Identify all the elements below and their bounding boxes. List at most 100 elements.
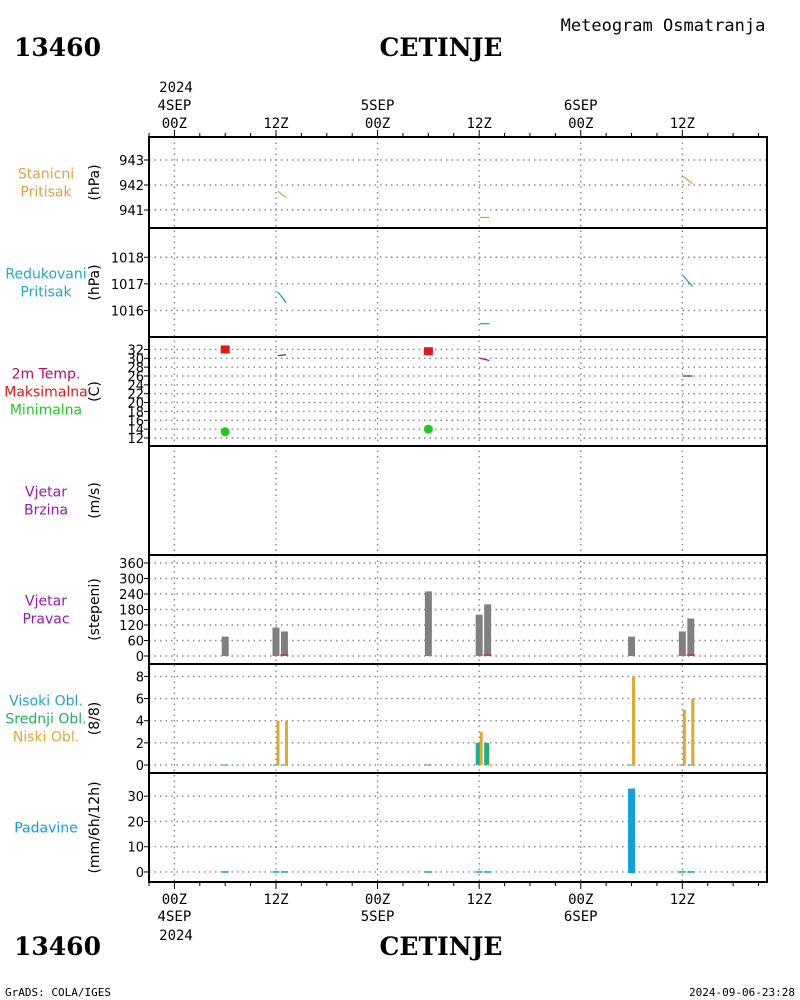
frame-layer bbox=[144, 130, 768, 889]
bottom-hour-label: 00Z bbox=[365, 892, 390, 908]
precipitation-bar bbox=[628, 788, 636, 873]
y-tick-label: 12 bbox=[127, 432, 144, 447]
min-temp-marker bbox=[423, 424, 433, 434]
y-tick-label: 16 bbox=[127, 414, 144, 429]
y-tick-label: 4 bbox=[136, 715, 144, 730]
panel-label: Stanicni bbox=[18, 167, 74, 183]
wind-direction-bar bbox=[272, 627, 280, 656]
pressure-line-segment bbox=[277, 291, 287, 303]
top-right-title: Meteogram Osmatranja bbox=[561, 16, 766, 36]
grid-layer bbox=[149, 137, 767, 882]
year-label-top: 2024 bbox=[159, 80, 193, 96]
temp-line-segment bbox=[277, 354, 287, 357]
cloud-cover-bar bbox=[486, 742, 490, 765]
cloud-cover-bar bbox=[284, 720, 288, 765]
wind-direction-bar bbox=[475, 614, 483, 656]
cloud-cover-bar bbox=[484, 742, 488, 765]
bottom-hour-label: 12Z bbox=[263, 892, 288, 908]
text-layer: Meteogram Osmatranja 13460 CETINJE 13460… bbox=[4, 16, 795, 999]
temp-line-segment bbox=[479, 357, 490, 362]
data-layer bbox=[220, 175, 695, 873]
y-tick-label: 300 bbox=[119, 573, 144, 588]
min-temp-marker bbox=[220, 427, 230, 437]
panel-label: Maksimalna bbox=[4, 385, 88, 401]
bottom-hour-label: 12Z bbox=[467, 892, 492, 908]
top-hour-label: 12Z bbox=[467, 116, 492, 132]
station-name-bottom: CETINJE bbox=[380, 932, 503, 961]
cloud-cover-bar bbox=[682, 709, 686, 765]
wind-direction-bar bbox=[678, 631, 686, 656]
y-tick-label: 26 bbox=[127, 370, 144, 385]
panel-label: Vjetar bbox=[25, 594, 67, 610]
y-tick-label: 360 bbox=[119, 557, 144, 572]
top-hour-label: 00Z bbox=[162, 116, 187, 132]
y-tick-label: 1018 bbox=[111, 251, 144, 266]
y-tick-label: 6 bbox=[136, 693, 144, 708]
y-tick-label: 0 bbox=[136, 650, 144, 665]
max-temp-marker bbox=[423, 347, 433, 356]
wind-direction-bar bbox=[424, 591, 432, 656]
wind-direction-bar bbox=[687, 618, 695, 656]
panel-label: Minimalna bbox=[10, 403, 82, 419]
top-date-label: 6SEP bbox=[564, 98, 598, 114]
y-tick-label: 22 bbox=[127, 388, 144, 403]
bottom-date-label: 4SEP bbox=[158, 909, 192, 925]
y-tick-label: 18 bbox=[127, 405, 144, 420]
max-temp-marker bbox=[220, 345, 230, 354]
cloud-cover-bar bbox=[475, 742, 479, 765]
top-date-label: 4SEP bbox=[158, 98, 192, 114]
y-tick-label: 30 bbox=[127, 352, 144, 367]
bottom-hour-label: 12Z bbox=[670, 892, 695, 908]
cloud-cover-bar bbox=[632, 676, 636, 765]
wind-direction-bar bbox=[628, 636, 636, 656]
panel-label: Brzina bbox=[24, 503, 68, 519]
y-tick-label: 0 bbox=[136, 866, 144, 881]
bottom-date-label: 6SEP bbox=[564, 909, 598, 925]
y-tick-label: 180 bbox=[119, 604, 144, 619]
y-tick-label: 30 bbox=[127, 790, 144, 805]
y-axis-label: (mm/6h/12h) bbox=[87, 781, 103, 873]
y-tick-label: 943 bbox=[119, 154, 144, 169]
panel-frame-vjetar-brzina bbox=[148, 445, 768, 556]
station-id-bottom: 13460 bbox=[14, 932, 101, 961]
y-axis-label: (hPa) bbox=[87, 164, 103, 200]
footer-timestamp: 2024-09-06-23:28 bbox=[689, 986, 795, 999]
cloud-cover-bar bbox=[479, 731, 483, 765]
wind-direction-bar bbox=[221, 636, 229, 656]
panel-label: Srednji Obl. bbox=[5, 712, 86, 728]
y-axis-label: (8/8) bbox=[87, 702, 103, 735]
panel-frame-redukovani-pritisak bbox=[148, 227, 768, 338]
panel-frame-oblacnost bbox=[148, 663, 768, 774]
y-tick-label: 20 bbox=[127, 815, 144, 830]
panel-label: Pritisak bbox=[20, 285, 72, 301]
y-tick-label: 240 bbox=[119, 588, 144, 603]
y-tick-label: 2 bbox=[136, 737, 144, 752]
top-hour-label: 12Z bbox=[670, 116, 695, 132]
y-tick-label: 941 bbox=[119, 204, 144, 219]
y-tick-label: 32 bbox=[127, 343, 144, 358]
top-hour-label: 00Z bbox=[365, 116, 390, 132]
top-hour-label: 00Z bbox=[568, 116, 593, 132]
bottom-hour-label: 00Z bbox=[568, 892, 593, 908]
panel-frame-padavine bbox=[148, 772, 768, 883]
cloud-cover-bar bbox=[477, 742, 481, 765]
panel-label: 2m Temp. bbox=[12, 367, 81, 383]
bottom-date-label: 5SEP bbox=[361, 909, 395, 925]
y-tick-label: 60 bbox=[127, 635, 144, 650]
y-tick-label: 14 bbox=[127, 423, 144, 438]
year-label-bottom: 2024 bbox=[159, 928, 193, 944]
y-tick-label: 1017 bbox=[111, 278, 144, 293]
y-axis-label: (stepeni) bbox=[87, 578, 103, 641]
y-tick-label: 28 bbox=[127, 361, 144, 376]
y-tick-label: 120 bbox=[119, 619, 144, 634]
y-tick-label: 0 bbox=[136, 759, 144, 774]
panel-frame-stanicni-pritisak bbox=[148, 136, 768, 229]
panel-label: Pritisak bbox=[20, 185, 72, 201]
panel-label: Pravac bbox=[22, 612, 69, 628]
cloud-cover-bar bbox=[691, 698, 695, 765]
top-date-label: 5SEP bbox=[361, 98, 395, 114]
y-tick-label: 1016 bbox=[111, 304, 144, 319]
y-axis-label: (m/s) bbox=[87, 482, 103, 519]
panel-label: Padavine bbox=[14, 821, 78, 837]
wind-direction-bar bbox=[484, 604, 492, 656]
